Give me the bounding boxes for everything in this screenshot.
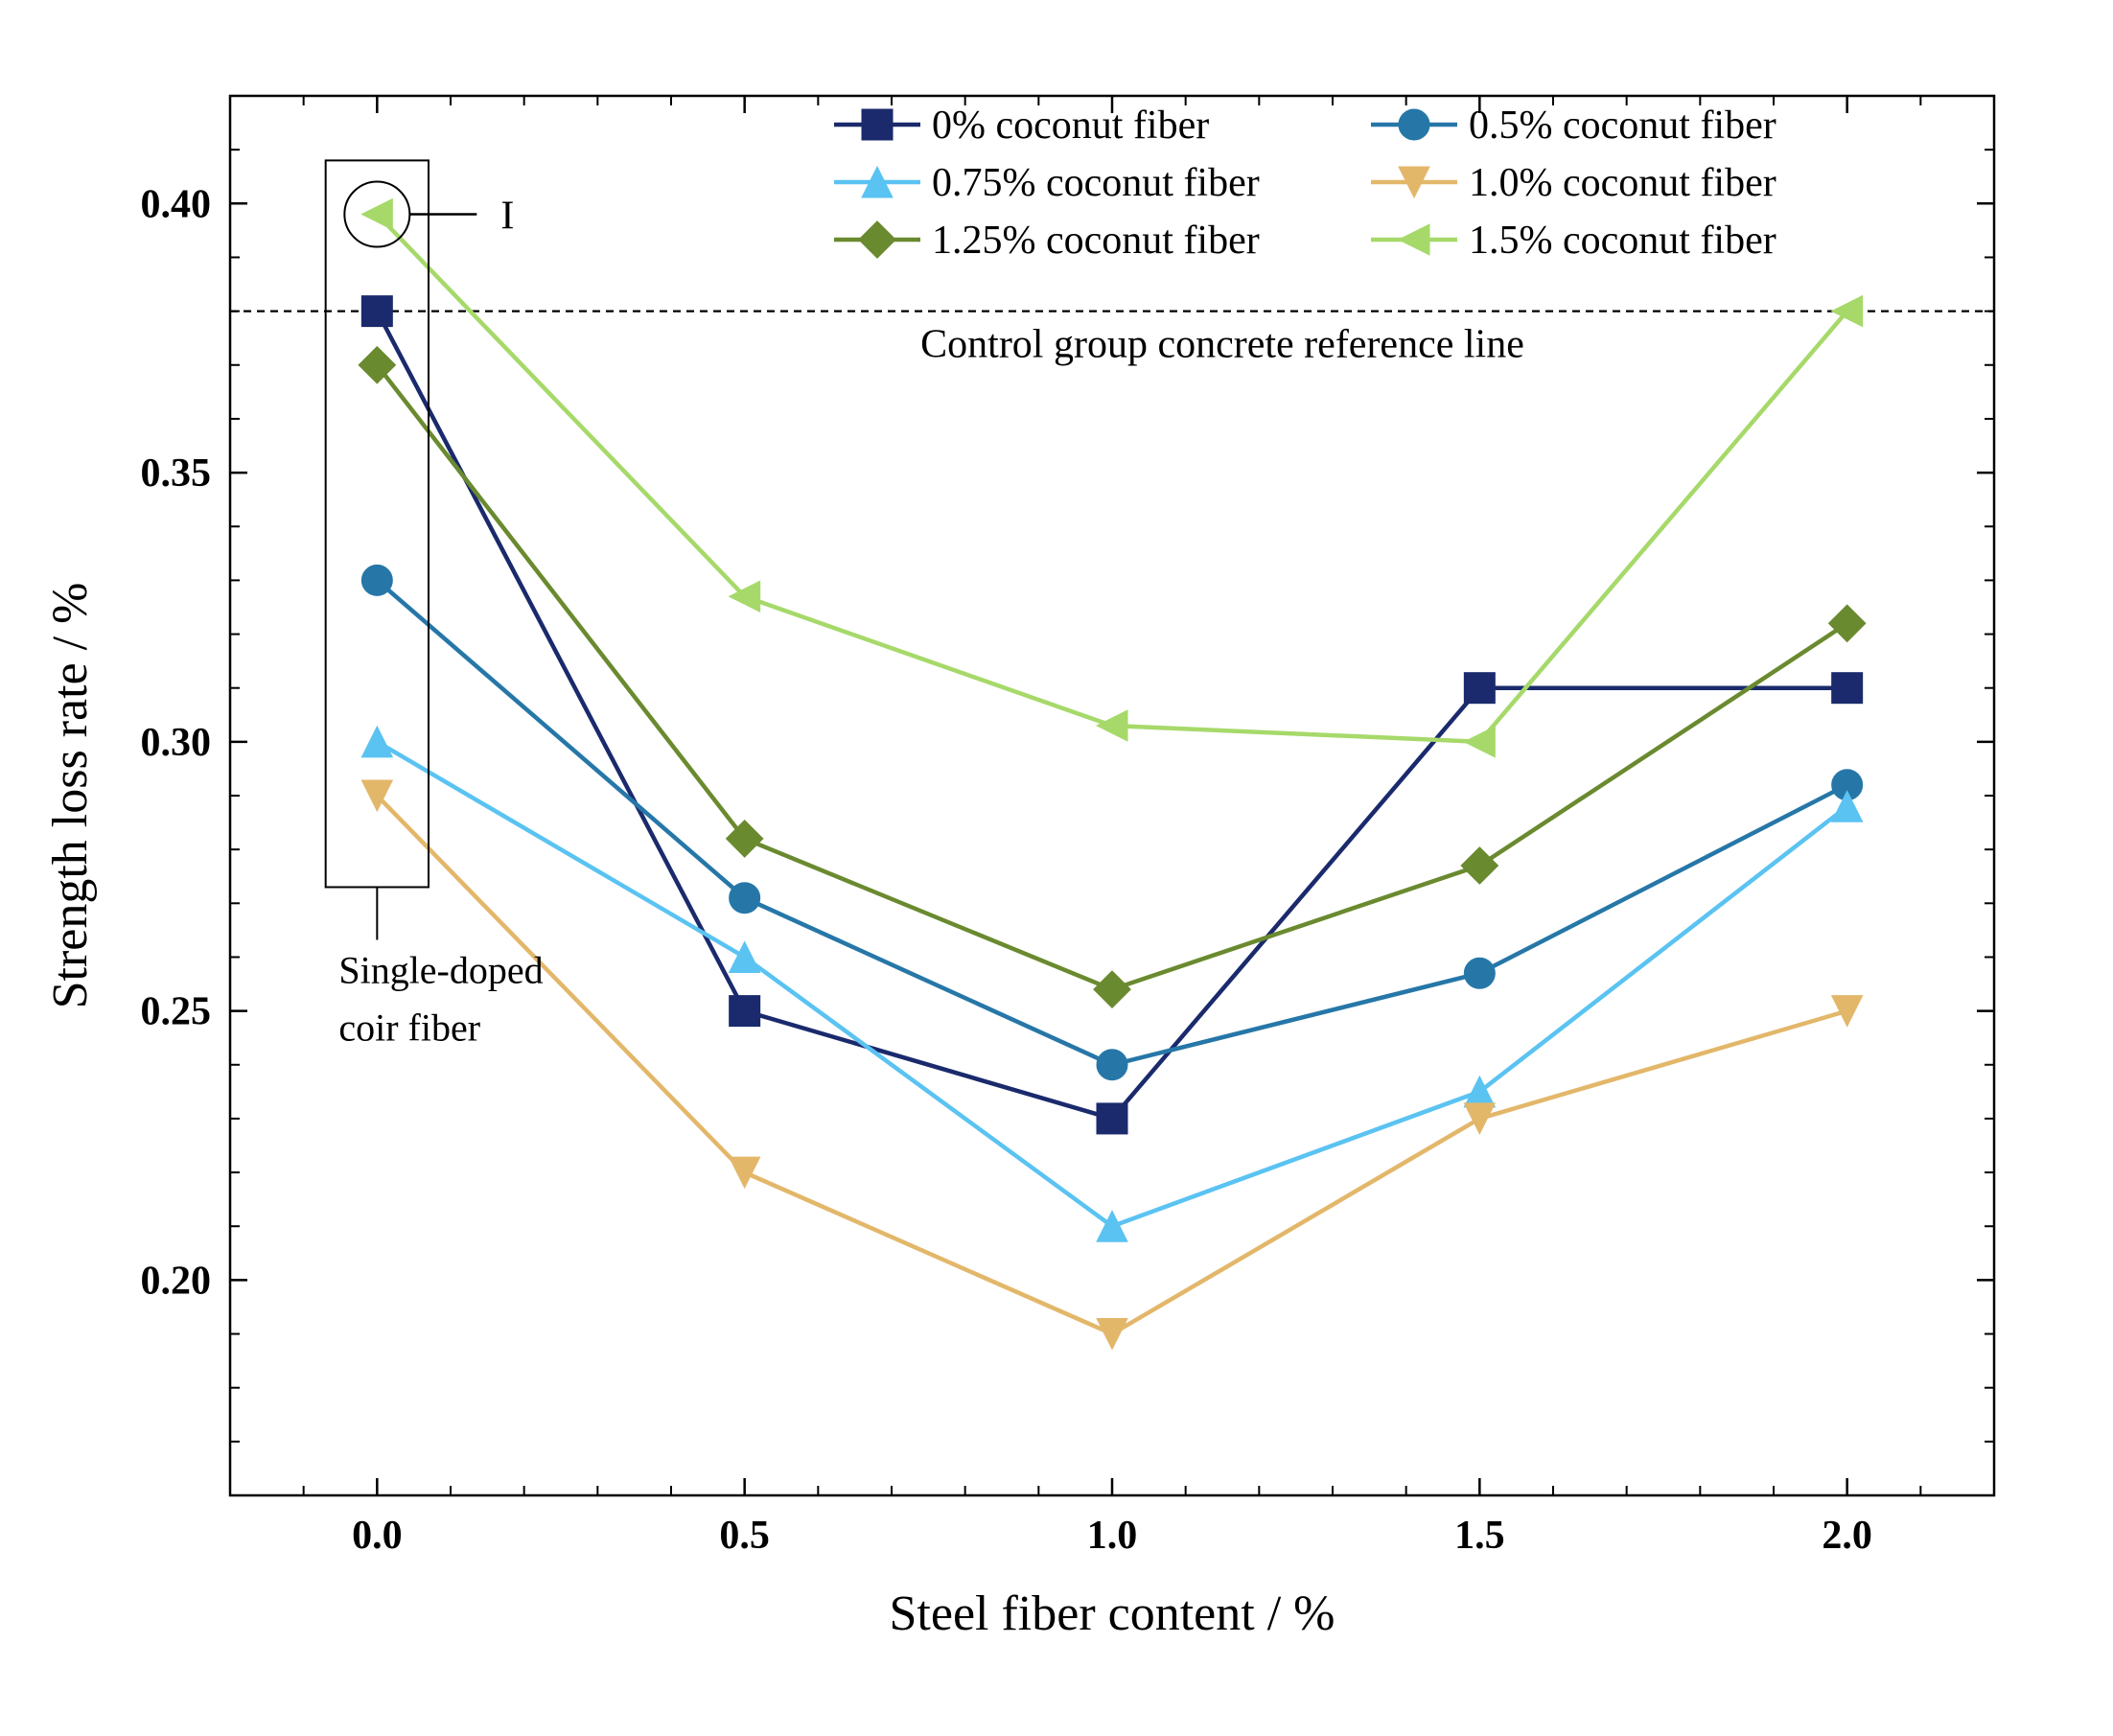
chart-svg: Control group concrete reference line 0.0… [0, 0, 2113, 1736]
coir-label-2: coir fiber [338, 1006, 480, 1049]
chart-container: Control group concrete reference line 0.0… [0, 0, 2113, 1736]
reference-line-label: Control group concrete reference line [920, 323, 1524, 367]
x-tick-label: 0.5 [719, 1514, 770, 1558]
y-axis-title: Strength loss rate / % [43, 583, 98, 1009]
y-tick-label: 0.20 [141, 1259, 212, 1303]
roman-label: I [500, 195, 514, 239]
legend-label: 0% coconut fiber [932, 104, 1209, 148]
x-tick-label: 1.0 [1087, 1514, 1138, 1558]
y-tick-label: 0.30 [141, 721, 212, 765]
y-tick-label: 0.25 [141, 990, 212, 1034]
coir-label-1: Single-doped [338, 948, 543, 991]
legend-label: 0.5% coconut fiber [1469, 104, 1776, 148]
legend-label: 1.5% coconut fiber [1469, 219, 1776, 263]
y-tick-label: 0.35 [141, 451, 212, 496]
x-tick-label: 0.0 [352, 1514, 403, 1558]
x-tick-label: 2.0 [1822, 1514, 1872, 1558]
x-tick-label: 1.5 [1454, 1514, 1505, 1558]
y-tick-label: 0.40 [141, 182, 212, 226]
legend-label: 1.25% coconut fiber [932, 219, 1260, 263]
x-axis-title: Steel fiber content / % [890, 1586, 1335, 1641]
legend-label: 1.0% coconut fiber [1469, 161, 1776, 205]
legend-label: 0.75% coconut fiber [932, 161, 1260, 205]
